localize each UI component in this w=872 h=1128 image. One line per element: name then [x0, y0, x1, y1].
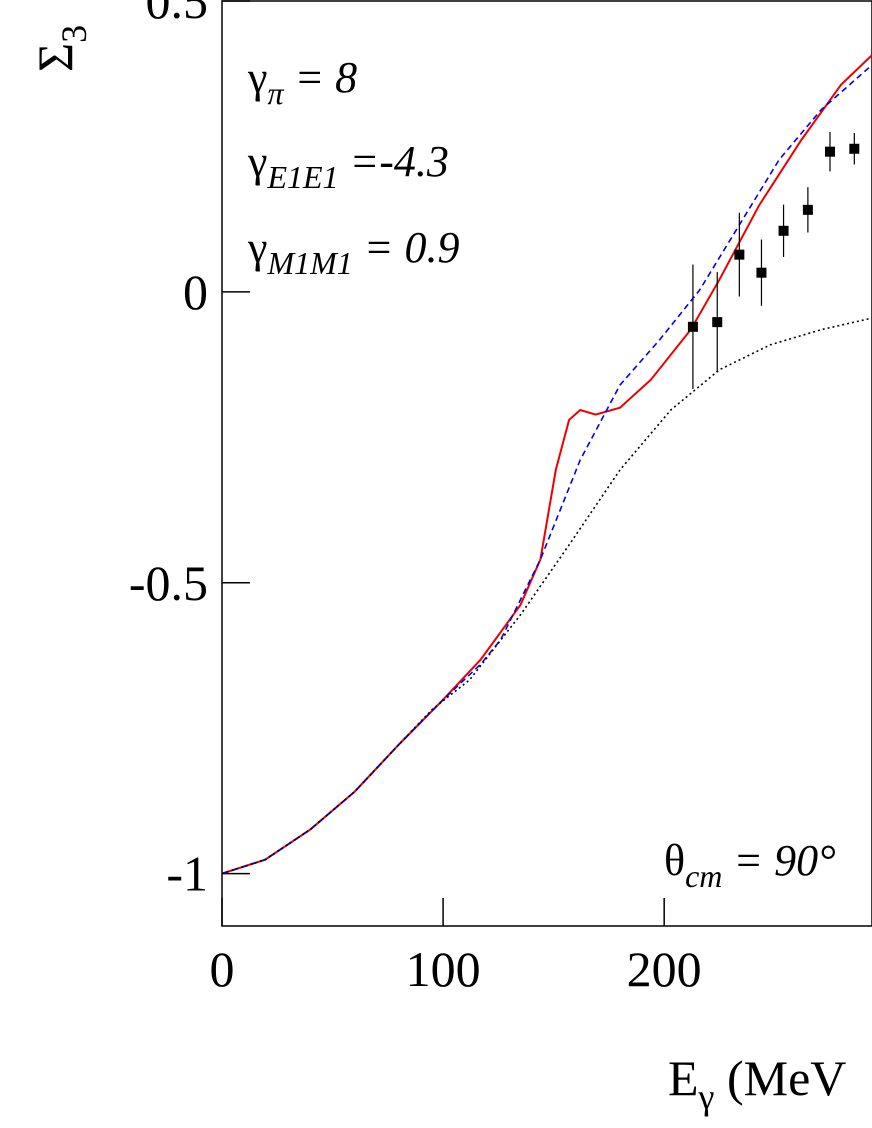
annotation-text: = 90°	[722, 836, 835, 885]
annotation-sub: M1M1	[266, 245, 352, 281]
y-axis-label-symbol: Σ	[27, 43, 83, 72]
annotation-sub: cm	[685, 858, 722, 894]
y-tick-label: -0.5	[129, 555, 208, 611]
data-point	[734, 249, 745, 260]
annotation-symbol: θ	[664, 836, 685, 885]
data-point	[849, 143, 860, 154]
annotation-symbol: γ	[247, 223, 267, 272]
annotation: γM1M1 = 0.9	[247, 223, 459, 281]
data-point	[824, 146, 835, 157]
y-tick-label: 0.5	[146, 0, 209, 29]
x-axis-label: Eγ (MeV	[668, 1050, 846, 1117]
x-axis-label-sub: γ	[698, 1077, 715, 1117]
annotation-symbol: γ	[247, 53, 267, 102]
plot-frame	[221, 0, 872, 927]
x-axis-label-symbol: E	[668, 1050, 699, 1106]
annotation-sub: E1E1	[266, 159, 338, 195]
curve	[221, 317, 872, 875]
annotation: θcm = 90°	[664, 836, 836, 894]
data-point	[712, 317, 723, 328]
data-point	[756, 267, 767, 278]
annotation: γπ = 8	[247, 53, 357, 111]
data-point	[778, 225, 789, 236]
x-tick-label: 100	[406, 941, 481, 997]
y-tick-label: -1	[166, 846, 208, 902]
y-axis-label: Σ3	[27, 25, 94, 72]
annotation-sub: π	[267, 75, 284, 111]
x-tick-label: 200	[627, 941, 702, 997]
annotation-symbol: γ	[247, 137, 267, 186]
y-axis-label-sub: 3	[54, 25, 94, 43]
y-tick-label: 0	[183, 264, 208, 320]
x-axis-label-text: (MeV	[714, 1050, 846, 1106]
data-point	[802, 204, 813, 215]
annotation-text: =-4.3	[339, 137, 449, 186]
annotation-text: = 0.9	[353, 223, 460, 272]
annotation: γE1E1 =-4.3	[247, 137, 449, 195]
x-tick-label: 0	[210, 941, 235, 997]
curve	[221, 54, 872, 875]
data-point	[687, 321, 698, 332]
annotation-text: = 8	[283, 53, 357, 102]
